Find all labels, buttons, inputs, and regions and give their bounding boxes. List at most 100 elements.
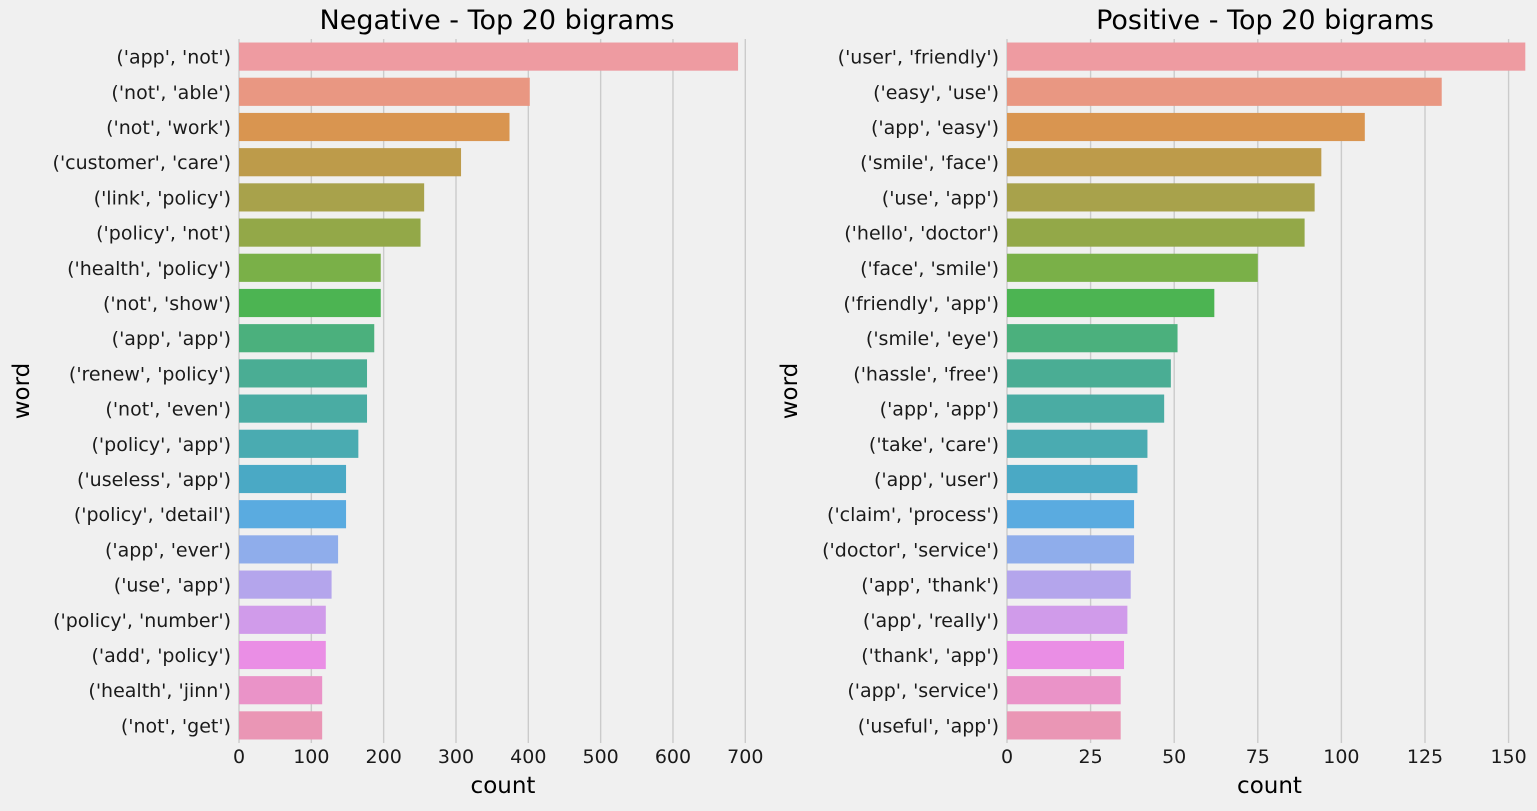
category-label: ('not', 'show'): [103, 293, 231, 315]
bar: [1007, 218, 1305, 247]
bar: [1007, 183, 1315, 212]
bar: [239, 429, 359, 458]
bar: [1007, 394, 1165, 423]
x-tick-label: 400: [510, 746, 546, 768]
x-tick-label: 300: [438, 746, 474, 768]
y-axis-title: word: [9, 363, 35, 420]
x-tick-label: 50: [1162, 746, 1186, 768]
category-label: ('app', 'really'): [863, 610, 999, 632]
y-axis-title: word: [777, 363, 803, 420]
category-label: ('doctor', 'service'): [822, 539, 999, 561]
x-axis-title: count: [471, 773, 536, 799]
bar: [239, 218, 421, 247]
category-label: ('not', 'get'): [121, 715, 231, 737]
bar: [1007, 535, 1135, 564]
category-label: ('app', 'user'): [874, 469, 999, 491]
bar: [239, 77, 530, 106]
bar: [1007, 42, 1526, 71]
bar: [239, 464, 347, 494]
category-label: ('useless', 'app'): [77, 469, 231, 491]
bar: [239, 500, 347, 529]
category-label: ('take', 'care'): [869, 434, 999, 456]
plot-area: [239, 39, 767, 743]
category-label: ('policy', 'number'): [53, 610, 231, 632]
bar: [1007, 253, 1258, 282]
category-label: ('policy', 'not'): [96, 223, 231, 245]
category-label: ('not', 'work'): [106, 117, 231, 139]
bar: [239, 359, 368, 388]
bar: [239, 394, 368, 423]
bar: [1007, 288, 1215, 318]
category-label: ('app', 'easy'): [871, 117, 999, 139]
bar: [1007, 359, 1171, 388]
category-label: ('use', 'app'): [114, 575, 231, 597]
x-tick-label: 200: [366, 746, 402, 768]
category-label: ('health', 'policy'): [67, 258, 231, 280]
x-tick-label: 150: [1490, 746, 1526, 768]
bar: [1007, 570, 1131, 599]
bar: [239, 324, 375, 353]
positive-bigrams-chart: 0 25 50 75 100 125 150 ('user', 'friendly') ('ea…: [777, 5, 1532, 799]
bar: [239, 570, 332, 599]
category-label: ('app', 'thank'): [861, 575, 999, 597]
bar: [239, 676, 323, 705]
category-label: ('renew', 'policy'): [69, 363, 231, 385]
category-label: ('smile', 'face'): [860, 152, 999, 174]
bar: [239, 711, 323, 740]
category-label: ('policy', 'detail'): [74, 504, 231, 526]
category-label: ('customer', 'care'): [53, 152, 231, 174]
category-label: ('easy', 'use'): [873, 82, 999, 104]
bar: [239, 183, 425, 212]
bar: [1007, 148, 1322, 177]
x-tick-label: 0: [1001, 746, 1013, 768]
bar: [1007, 324, 1178, 353]
bar: [1007, 112, 1365, 142]
chart-title: Positive - Top 20 bigrams: [1096, 5, 1434, 36]
x-tick-label: 100: [293, 746, 329, 768]
category-label: ('useful', 'app'): [858, 715, 999, 737]
bar: [239, 148, 462, 177]
category-label: ('app', 'app'): [112, 328, 231, 350]
category-label: ('policy', 'app'): [92, 434, 232, 456]
category-label: ('hello', 'doctor'): [844, 223, 999, 245]
x-tick-label: 500: [583, 746, 619, 768]
bar: [239, 253, 381, 282]
category-label: ('use', 'app'): [882, 187, 999, 209]
category-label: ('app', 'service'): [847, 680, 999, 702]
chart-title: Negative - Top 20 bigrams: [320, 5, 675, 36]
category-label: ('hassle', 'free'): [853, 363, 999, 385]
bar: [1007, 640, 1125, 670]
category-label: ('not', 'even'): [105, 399, 231, 421]
category-label: ('link', 'policy'): [94, 187, 231, 209]
category-label: ('friendly', 'app'): [843, 293, 999, 315]
bar: [1007, 500, 1135, 529]
negative-bigrams-chart: 0 100 200 300 400 500 600 700 ('app', 'not') ('no…: [9, 5, 767, 799]
x-tick-label: 700: [727, 746, 763, 768]
category-label: ('not', 'able'): [111, 82, 231, 104]
bar: [239, 112, 510, 142]
category-label: ('app', 'app'): [880, 399, 999, 421]
x-tick-label: 125: [1407, 746, 1443, 768]
bar: [1007, 605, 1128, 634]
x-tick-label: 0: [233, 746, 245, 768]
category-label: ('claim', 'process'): [827, 504, 999, 526]
bar: [1007, 429, 1148, 458]
bar: [1007, 711, 1121, 740]
plot-area: [1007, 39, 1532, 743]
bar: [1007, 676, 1121, 705]
category-label: ('thank', 'app'): [861, 645, 999, 667]
bar: [1007, 464, 1138, 494]
category-label: ('app', 'not'): [116, 47, 231, 69]
x-tick-label: 100: [1323, 746, 1359, 768]
x-tick-label: 25: [1079, 746, 1103, 768]
bar: [239, 288, 381, 318]
category-label: ('health', 'jinn'): [88, 680, 231, 702]
category-label: ('app', 'ever'): [105, 539, 231, 561]
bar: [239, 605, 326, 634]
bar: [1007, 77, 1442, 106]
category-label: ('add', 'policy'): [92, 645, 232, 667]
bar: [239, 535, 339, 564]
bar: [239, 640, 326, 670]
x-axis-title: count: [1237, 773, 1302, 799]
